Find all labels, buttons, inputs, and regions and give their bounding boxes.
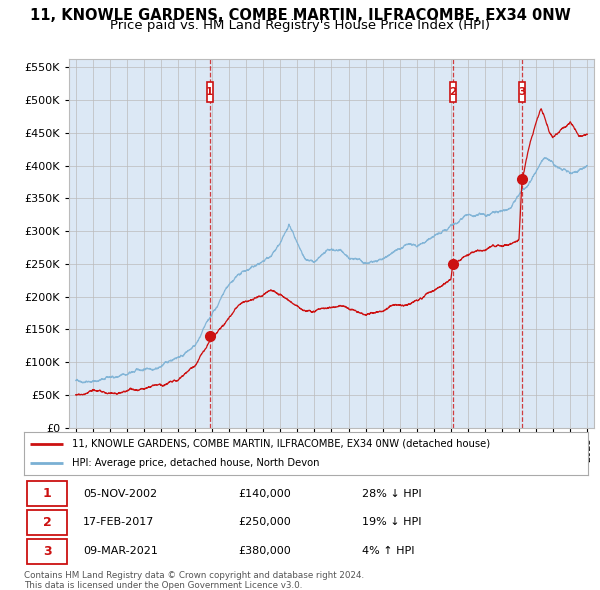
Text: £140,000: £140,000 (238, 489, 291, 499)
FancyBboxPatch shape (450, 82, 456, 102)
Text: 1: 1 (206, 87, 213, 97)
Text: 11, KNOWLE GARDENS, COMBE MARTIN, ILFRACOMBE, EX34 0NW (detached house): 11, KNOWLE GARDENS, COMBE MARTIN, ILFRAC… (72, 439, 490, 449)
FancyBboxPatch shape (206, 82, 212, 102)
FancyBboxPatch shape (27, 510, 67, 535)
Text: 3: 3 (518, 87, 526, 97)
Text: £380,000: £380,000 (238, 546, 291, 556)
Text: 17-FEB-2017: 17-FEB-2017 (83, 517, 155, 527)
Text: 1: 1 (43, 487, 52, 500)
FancyBboxPatch shape (27, 481, 67, 506)
Text: HPI: Average price, detached house, North Devon: HPI: Average price, detached house, Nort… (72, 458, 319, 468)
Text: Contains HM Land Registry data © Crown copyright and database right 2024.
This d: Contains HM Land Registry data © Crown c… (24, 571, 364, 590)
Text: 4% ↑ HPI: 4% ↑ HPI (362, 546, 415, 556)
Text: 3: 3 (43, 545, 52, 558)
Text: Price paid vs. HM Land Registry's House Price Index (HPI): Price paid vs. HM Land Registry's House … (110, 19, 490, 32)
Text: 09-MAR-2021: 09-MAR-2021 (83, 546, 158, 556)
Text: 2: 2 (43, 516, 52, 529)
Text: £250,000: £250,000 (238, 517, 291, 527)
Text: 2: 2 (449, 87, 457, 97)
FancyBboxPatch shape (27, 539, 67, 564)
Text: 28% ↓ HPI: 28% ↓ HPI (362, 489, 422, 499)
Text: 05-NOV-2002: 05-NOV-2002 (83, 489, 157, 499)
Text: 19% ↓ HPI: 19% ↓ HPI (362, 517, 422, 527)
Text: 11, KNOWLE GARDENS, COMBE MARTIN, ILFRACOMBE, EX34 0NW: 11, KNOWLE GARDENS, COMBE MARTIN, ILFRAC… (29, 8, 571, 22)
FancyBboxPatch shape (519, 82, 525, 102)
